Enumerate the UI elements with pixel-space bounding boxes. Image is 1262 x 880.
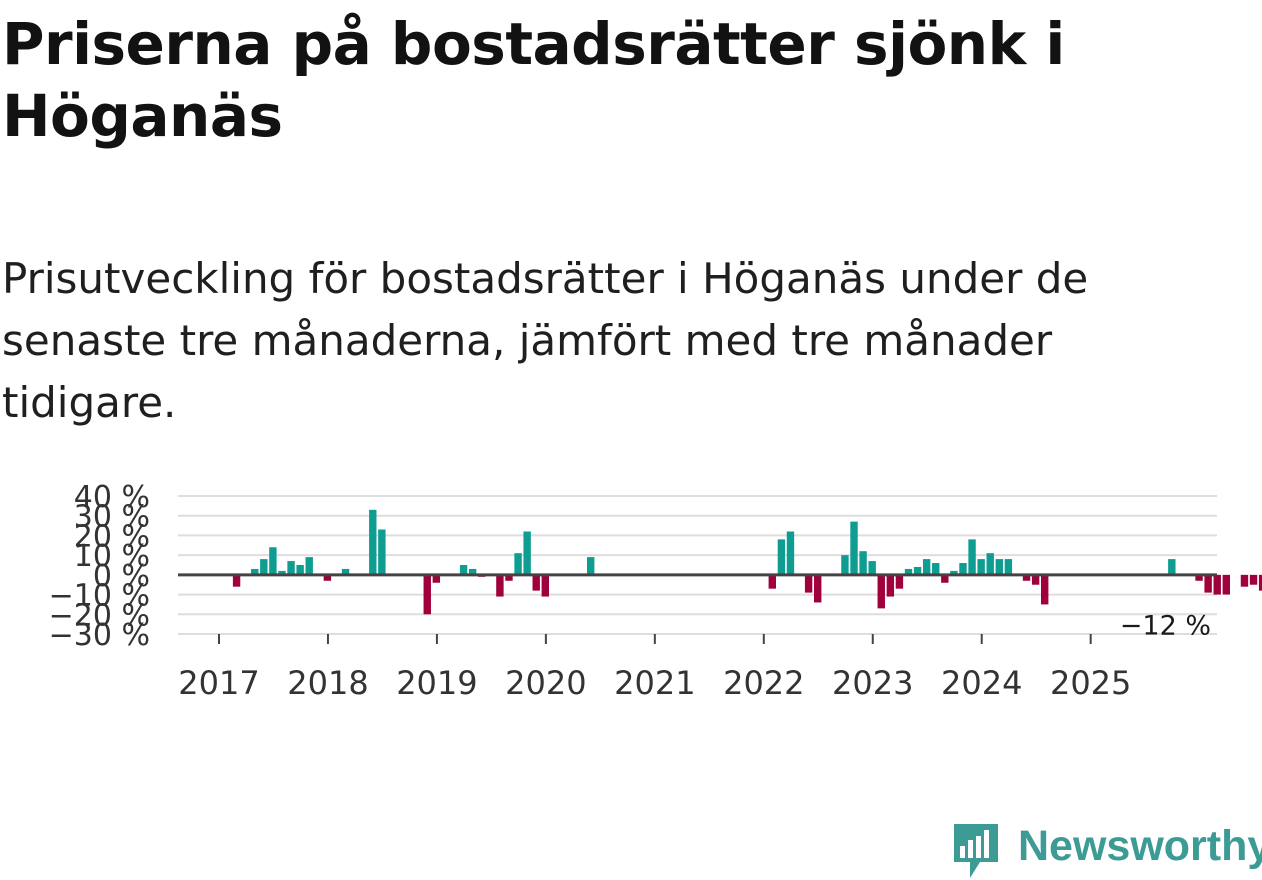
bar bbox=[1168, 559, 1176, 575]
y-tick-label: −10 % bbox=[49, 579, 150, 614]
bar bbox=[895, 574, 904, 589]
bar bbox=[523, 531, 531, 575]
bar bbox=[986, 553, 994, 575]
bar bbox=[868, 561, 876, 575]
bar bbox=[323, 574, 332, 581]
end-value-label: −12 % bbox=[1120, 611, 1211, 642]
y-tick-label: −30 % bbox=[49, 618, 150, 653]
bar bbox=[1240, 574, 1249, 587]
bar bbox=[269, 547, 277, 575]
bar bbox=[1249, 574, 1258, 585]
bar bbox=[804, 574, 813, 593]
bar bbox=[850, 521, 858, 575]
bar bbox=[777, 539, 786, 575]
x-tick-label: 2024 bbox=[941, 664, 1022, 702]
y-tick-label: 40 % bbox=[74, 480, 150, 515]
chart-subtitle: Prisutveckling för bostadsrätter i Högan… bbox=[2, 254, 1089, 427]
bar bbox=[305, 557, 313, 575]
bar bbox=[768, 574, 776, 589]
x-tick-label: 2017 bbox=[178, 664, 259, 702]
x-axis-ticks: 2017 2018 2019 2020 2021 2022 2023 2024 2025 bbox=[178, 634, 1131, 702]
bar bbox=[859, 551, 867, 575]
bar-chart-icon bbox=[954, 824, 998, 878]
bar bbox=[251, 568, 259, 575]
bar bbox=[468, 568, 477, 575]
newsworthy-logo: Newsworthy bbox=[950, 818, 1262, 880]
y-tick-label: 0 % bbox=[93, 559, 150, 594]
bar bbox=[877, 574, 885, 609]
bar bbox=[977, 559, 985, 575]
y-tick-label: −20 % bbox=[49, 598, 150, 633]
bar bbox=[886, 574, 895, 597]
bar bbox=[378, 529, 386, 575]
bar bbox=[1041, 574, 1049, 605]
x-tick-label: 2019 bbox=[396, 664, 477, 702]
bar bbox=[260, 559, 268, 575]
bar bbox=[841, 555, 849, 575]
bar bbox=[1195, 574, 1203, 581]
bar bbox=[459, 565, 468, 575]
bar bbox=[1222, 574, 1230, 595]
x-tick-label: 2022 bbox=[723, 664, 804, 702]
bar bbox=[786, 531, 795, 575]
y-axis-ticks: 40 %30 %20 %10 %0 %−10 %−20 %−30 % bbox=[49, 480, 150, 653]
bar bbox=[287, 561, 295, 575]
bar bbox=[941, 574, 949, 583]
bar bbox=[1022, 574, 1031, 581]
x-tick-label: 2020 bbox=[505, 664, 586, 702]
bar bbox=[505, 574, 513, 581]
bar bbox=[541, 574, 549, 597]
bar bbox=[959, 563, 967, 575]
x-tick-label: 2023 bbox=[832, 664, 913, 702]
bar bbox=[432, 574, 441, 583]
y-tick-label: 20 % bbox=[74, 519, 150, 554]
bar bbox=[814, 574, 822, 603]
x-tick-label: 2025 bbox=[1050, 664, 1131, 702]
bars bbox=[232, 509, 1262, 615]
bar bbox=[1258, 574, 1262, 591]
bar bbox=[369, 509, 377, 575]
bar bbox=[341, 568, 350, 575]
logo-text: Newsworthy bbox=[1018, 822, 1262, 870]
bar bbox=[1031, 574, 1040, 585]
y-tick-label: 30 % bbox=[74, 500, 150, 535]
x-tick-label: 2021 bbox=[614, 664, 695, 702]
bar bbox=[232, 574, 241, 587]
bar bbox=[587, 557, 595, 575]
y-tick-label: 10 % bbox=[74, 539, 150, 574]
bar bbox=[968, 539, 976, 575]
bar bbox=[1204, 574, 1212, 593]
bar bbox=[995, 559, 1003, 575]
bar bbox=[514, 553, 522, 575]
bar bbox=[950, 570, 958, 575]
bar bbox=[904, 568, 913, 575]
bar bbox=[278, 570, 286, 575]
x-tick-label: 2018 bbox=[287, 664, 368, 702]
bar bbox=[496, 574, 504, 597]
bar-chart: 40 %30 %20 %10 %0 %−10 %−20 %−30 % 2017 2… bbox=[49, 480, 1262, 702]
bar bbox=[532, 574, 540, 591]
grid-lines bbox=[178, 495, 1217, 635]
bar bbox=[1004, 559, 1013, 575]
bar bbox=[296, 565, 304, 575]
bar bbox=[922, 559, 931, 575]
chart-title: Priserna på bostadsrätter sjönk i Höganä… bbox=[2, 10, 1065, 150]
bar bbox=[913, 566, 922, 575]
bar bbox=[932, 563, 940, 575]
bar bbox=[1213, 574, 1221, 595]
bar bbox=[423, 574, 431, 615]
